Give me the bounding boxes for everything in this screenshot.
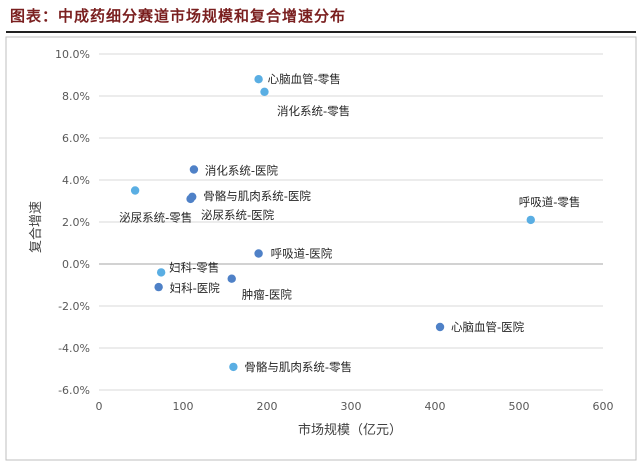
data-point [227,274,236,283]
point-label: 妇科-零售 [169,260,219,274]
x-tick-label: 400 [425,400,446,413]
x-tick-label: 0 [96,400,103,413]
gridlines [99,53,603,391]
y-tick-label: 8.0% [62,90,90,103]
data-labels: 心脑血管-零售消化系统-零售消化系统-医院骨骼与肌肉系统-医院泌尿系统-医院泌尿… [119,72,580,374]
y-tick-label: 2.0% [62,216,90,229]
point-label: 肿瘤-医院 [242,288,293,302]
point-label: 骨骼与肌肉系统-零售 [244,360,352,374]
y-tick-label: -2.0% [58,300,90,313]
point-label: 消化系统-医院 [205,164,279,178]
chart-frame [5,36,637,461]
x-tick-label: 500 [509,400,530,413]
data-point [260,87,269,97]
data-point [229,362,238,372]
data-point [186,194,195,204]
data-point [189,165,199,174]
x-axis-title: 市场规模（亿元） [298,422,402,438]
x-tick-label: 200 [257,400,278,413]
y-tick-label: 4.0% [62,174,90,187]
data-point [254,75,263,84]
y-tick-label: -4.0% [58,342,90,355]
point-label: 消化系统-零售 [277,104,350,118]
data-point [254,249,263,258]
data-points [130,75,535,372]
figure-title: 图表：中成药细分赛道市场规模和复合增速分布 [10,7,347,25]
point-label: 骨骼与肌肉系统-医院 [203,189,311,203]
data-point [526,215,535,225]
data-point [156,268,166,277]
y-tick-label: 0.0% [62,258,90,271]
point-label: 呼吸道-医院 [271,247,333,261]
x-tick-label: 300 [341,400,362,413]
point-label: 妇科-医院 [170,281,221,295]
y-tick-label: 10.0% [55,48,90,61]
x-tick-label: 600 [593,400,614,413]
data-point [435,322,445,332]
x-tick-label: 100 [173,400,194,413]
title-divider [6,31,636,33]
tick-labels: -6.0% -4.0% -2.0% 0.0% 2.0% 4.0% 6.0% 8.0% 10.0%… [55,48,613,413]
y-axis-title: 复合增速 [29,201,44,253]
data-point [154,282,163,292]
point-label: 心脑血管-医院 [451,320,525,334]
y-tick-label: -6.0% [58,384,90,397]
point-label: 泌尿系统-零售 [119,211,192,225]
y-tick-label: 6.0% [62,132,90,145]
point-label: 心脑血管-零售 [268,72,341,86]
point-label: 泌尿系统-医院 [201,208,275,222]
data-point [130,186,140,195]
point-label: 呼吸道-零售 [519,195,581,209]
